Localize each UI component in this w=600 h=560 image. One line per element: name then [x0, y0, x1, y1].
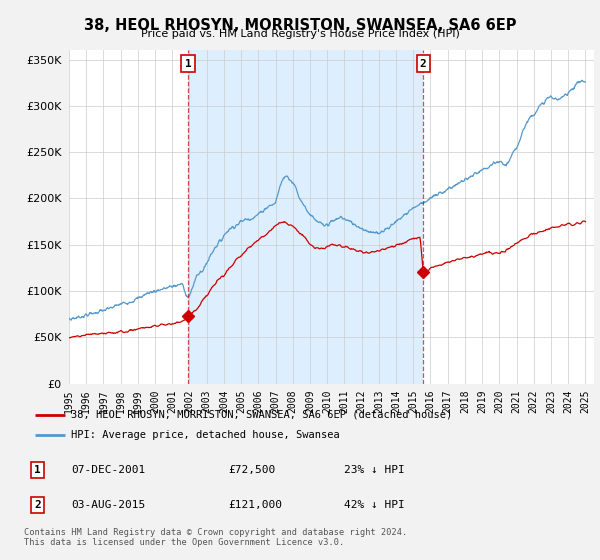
Bar — [188, 50, 423, 384]
Text: HPI: Average price, detached house, Swansea: HPI: Average price, detached house, Swan… — [71, 430, 340, 440]
Text: 2: 2 — [420, 59, 427, 69]
Text: 07-DEC-2001: 07-DEC-2001 — [71, 465, 145, 475]
Text: 1: 1 — [34, 465, 41, 475]
Text: Price paid vs. HM Land Registry's House Price Index (HPI): Price paid vs. HM Land Registry's House … — [140, 29, 460, 39]
Text: 23% ↓ HPI: 23% ↓ HPI — [344, 465, 405, 475]
Text: 03-AUG-2015: 03-AUG-2015 — [71, 500, 145, 510]
Text: £72,500: £72,500 — [228, 465, 275, 475]
Text: 42% ↓ HPI: 42% ↓ HPI — [344, 500, 405, 510]
Text: 38, HEOL RHOSYN, MORRISTON, SWANSEA, SA6 6EP (detached house): 38, HEOL RHOSYN, MORRISTON, SWANSEA, SA6… — [71, 410, 452, 420]
Text: 38, HEOL RHOSYN, MORRISTON, SWANSEA, SA6 6EP: 38, HEOL RHOSYN, MORRISTON, SWANSEA, SA6… — [84, 18, 516, 33]
Text: 2: 2 — [34, 500, 41, 510]
Text: 1: 1 — [185, 59, 191, 69]
Text: Contains HM Land Registry data © Crown copyright and database right 2024.
This d: Contains HM Land Registry data © Crown c… — [24, 528, 407, 547]
Text: £121,000: £121,000 — [228, 500, 282, 510]
